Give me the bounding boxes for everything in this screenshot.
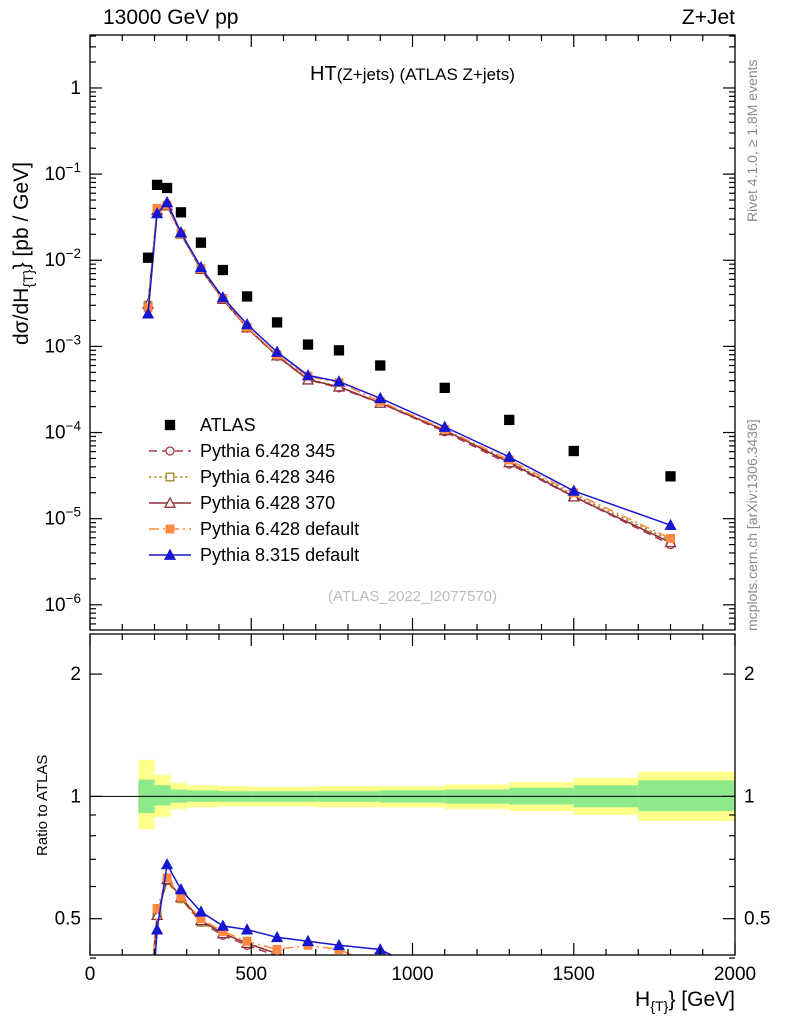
svg-text:1500: 1500 (553, 964, 595, 985)
plot-title-analysis: (Z+jets) (ATLAS Z+jets) (336, 65, 515, 84)
series-pythia-8-315-default (150, 858, 394, 955)
legend-glyph-pythia-6-428-default (149, 524, 191, 534)
legend-item-pythia6-346: Pythia 6.428 346 (146, 464, 359, 490)
legend-item-pythia6-345: Pythia 6.428 345 (146, 438, 359, 464)
legend-item-pythia6-370: Pythia 6.428 370 (146, 490, 359, 516)
svg-text:0.5: 0.5 (744, 909, 770, 930)
svg-text:2000: 2000 (714, 964, 756, 985)
mcplots-attribution-note: mcplots.cern.ch [arXiv:1306.3436] (744, 419, 760, 631)
legend-marker-pythia6-345 (149, 446, 191, 456)
legend-label: Pythia 6.428 345 (200, 440, 336, 461)
legend-item-atlas: ATLAS (146, 412, 359, 438)
svg-text:500: 500 (235, 964, 267, 985)
legend: ATLAS Pythia 6.428 345 Pythia 6.428 346 … (146, 412, 359, 568)
svg-text:1: 1 (744, 786, 755, 807)
ratio-uncertainty-bands (90, 759, 735, 830)
analysis-id-watermark: (ATLAS_2022_I2077570) (327, 588, 497, 605)
process-label: Z+Jet (681, 6, 735, 29)
legend-marker-atlas (164, 419, 176, 431)
legend-glyph-pythia-6-428-346 (149, 472, 191, 482)
svg-text:10−5: 10−5 (44, 505, 81, 530)
legend-marker-pythia8-default (149, 548, 191, 560)
ratio-series (150, 858, 394, 955)
legend-glyph-pythia-6-428-345 (149, 446, 191, 456)
x-axis-title: H{T}} [GeV] (435, 988, 735, 1015)
svg-text:2: 2 (744, 664, 755, 685)
main-y-axis-title: dσ/dH{T}} [pb / GeV] (10, 162, 37, 345)
svg-text:10−3: 10−3 (44, 332, 81, 357)
legend-item-pythia8-default: Pythia 8.315 default (146, 542, 359, 568)
x-title-text: H (635, 988, 651, 1011)
rivet-version-note: Rivet 4.1.0, ≥ 1.8M events (744, 59, 760, 222)
series-atlas (142, 179, 676, 482)
svg-text:1: 1 (70, 786, 81, 807)
plot-title-observable: HT (310, 63, 337, 85)
x-title-units: } [GeV] (668, 988, 735, 1011)
axes: 1 10−1 10−2 10−3 10−4 10−5 10−6 0.5 0.5 1 1 2 2 0 500 1… (44, 34, 770, 985)
x-title-subscript: {T} (650, 999, 669, 1016)
svg-text:10−1: 10−1 (44, 160, 81, 185)
main-series (141, 179, 677, 550)
legend-label: Pythia 8.315 default (200, 544, 360, 565)
legend-label: Pythia 6.428 default (200, 518, 360, 539)
legend-label: Pythia 6.428 370 (200, 492, 336, 513)
svg-text:0: 0 (85, 964, 96, 985)
legend-label: Pythia 6.428 346 (200, 466, 336, 487)
ratio-y-axis-title: Ratio to ATLAS (34, 754, 51, 856)
legend-glyph-pythia-8-315-default (149, 548, 191, 560)
svg-text:1000: 1000 (391, 964, 433, 985)
svg-text:10−6: 10−6 (44, 591, 81, 616)
svg-text:0.5: 0.5 (55, 909, 81, 930)
legend-marker-pythia6-default (149, 524, 191, 534)
svg-text:10−2: 10−2 (44, 246, 81, 271)
y-title-units: } [pb / GeV] (10, 162, 33, 270)
legend-label: ATLAS (200, 414, 256, 435)
legend-item-pythia6-default: Pythia 6.428 default (146, 516, 359, 542)
svg-text:10−4: 10−4 (44, 419, 81, 444)
legend-glyph-pythia-6-428-370 (149, 496, 191, 508)
legend-glyph-atlas (164, 419, 176, 431)
y-title-subscript: {T} (21, 269, 38, 288)
collision-energy-label: 13000 GeV pp (103, 6, 239, 29)
plot-title: HT(Z+jets) (ATLAS Z+jets) (90, 63, 735, 86)
series-pythia-8-315-default (141, 195, 677, 531)
legend-marker-pythia6-370 (149, 496, 191, 508)
svg-text:2: 2 (70, 664, 81, 685)
legend-marker-pythia6-346 (149, 472, 191, 482)
y-title-text: dσ/dH (10, 287, 33, 345)
svg-text:1: 1 (70, 78, 81, 99)
